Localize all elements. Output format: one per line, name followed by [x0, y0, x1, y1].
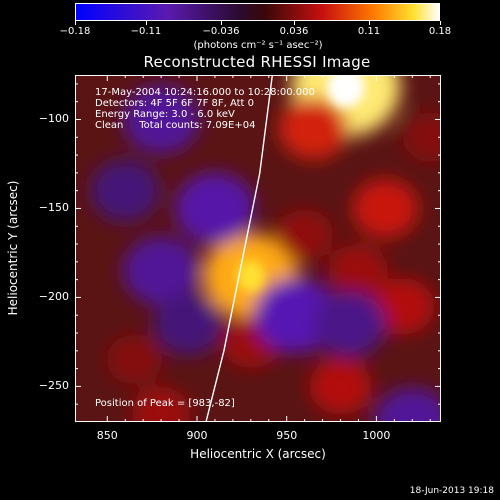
colorbar-tick-mark [145, 21, 147, 25]
colorbar-tick-label: 0.18 [428, 26, 452, 37]
heatmap-source-5 [309, 358, 372, 415]
chart-title: Reconstructed RHESSI Image [143, 53, 371, 71]
solar-limb-line [205, 75, 274, 422]
heatmap-source-6 [131, 386, 191, 422]
timestamp: 18-Jun-2013 19:18 [409, 486, 494, 496]
heatmap-source-2 [279, 97, 349, 160]
colorbar-tick-label: −0.11 [130, 26, 162, 37]
heatmap-source-4 [372, 278, 435, 335]
x-tick-label: 900 [186, 429, 208, 442]
colorbar-tick-label: −0.18 [59, 26, 91, 37]
y-tick-label: −200 [38, 290, 69, 304]
heatmap-source-15 [90, 159, 160, 222]
colorbar [75, 3, 440, 21]
info-energy-range: Energy Range: 3.0 - 6.0 keV [95, 109, 235, 120]
heatmap-sources [90, 75, 441, 422]
colorbar-gradient [76, 4, 439, 20]
heatmap-source-3 [352, 178, 419, 238]
y-tick-label: −150 [38, 201, 69, 215]
y-axis-label: Heliocentric Y (arcsec) [6, 180, 20, 316]
colorbar-tick-mark [294, 21, 295, 25]
info-clean-counts: Clean Total counts: 7.09E+04 [95, 120, 255, 131]
heatmap-cores [237, 75, 365, 293]
colorbar-units: (photons cm⁻² s⁻¹ asec⁻²) [193, 40, 323, 51]
heatmap-source-19 [153, 292, 223, 356]
heatmap-source-12 [122, 85, 200, 154]
x-tick-label: 950 [276, 429, 298, 442]
info-time-range: 17-May-2004 10:24:16.000 to 10:28:00.000 [95, 87, 315, 98]
heatmap-source-11 [402, 112, 441, 162]
heatmap-plot: 17-May-2004 10:24:16.000 to 10:28:00.000… [75, 75, 441, 422]
colorbar-tick-label: −0.036 [202, 26, 240, 37]
y-tick-label: −250 [38, 379, 69, 393]
heatmap-source-10 [276, 209, 333, 261]
info-peak-position: Position of Peak = [983,-82] [95, 398, 235, 409]
heatmap-source-18 [374, 387, 441, 422]
heatmap-core-0 [327, 75, 365, 108]
colorbar-tick-label: 0.036 [279, 26, 309, 37]
colorbar-tick-mark [440, 21, 441, 25]
axes [75, 75, 441, 422]
colorbar-tick-mark [221, 21, 222, 25]
colorbar-tick-label: 0.11 [357, 26, 381, 37]
heatmap-source-13 [174, 172, 255, 245]
y-tick-label: −100 [38, 112, 69, 126]
x-axis-label: Heliocentric X (arcsec) [190, 447, 326, 461]
info-detectors: Detectors: 4F 5F 6F 7F 8F, Att 0 [95, 98, 254, 109]
heatmap-core-1 [237, 260, 265, 293]
plot-frame [75, 75, 441, 422]
heatmap-source-9 [329, 244, 388, 298]
x-tick-label: 1000 [362, 429, 391, 442]
x-tick-label: 850 [96, 429, 118, 442]
colorbar-tick-mark [369, 21, 371, 25]
heatmap-source-17 [313, 291, 386, 357]
colorbar-tick-mark [75, 21, 76, 25]
heatmap-source-8 [106, 335, 162, 385]
heatmap-source-14 [122, 236, 200, 306]
